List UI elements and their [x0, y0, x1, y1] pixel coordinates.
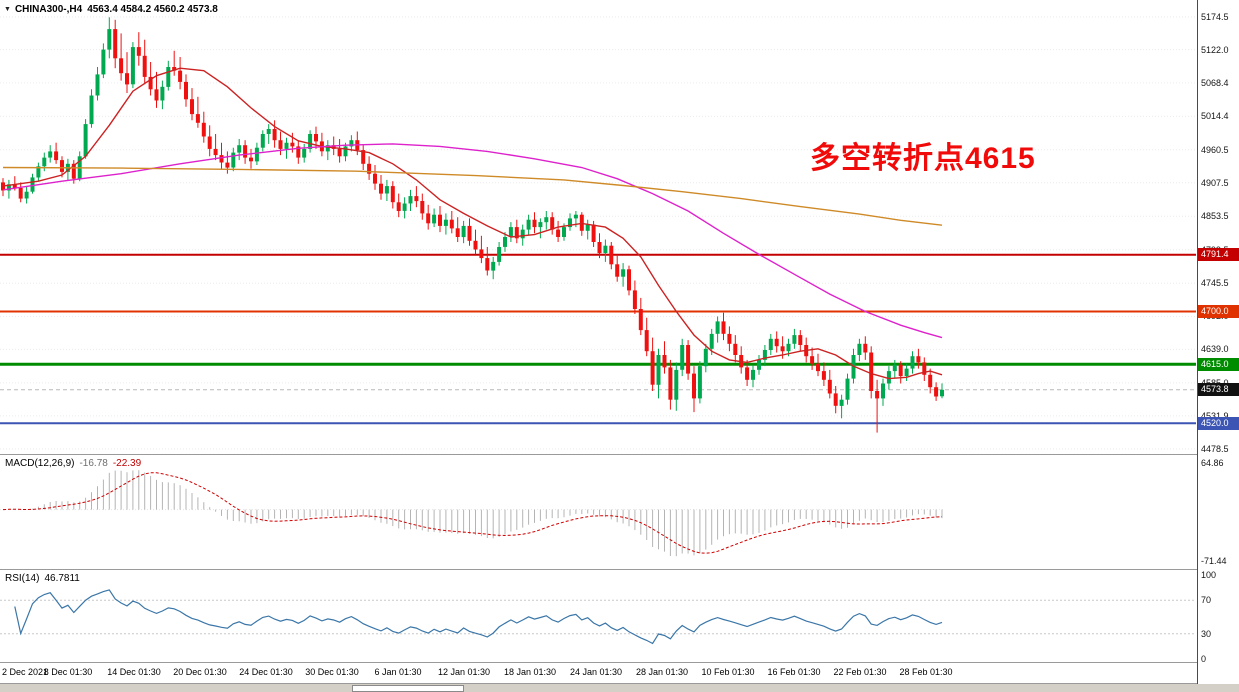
price-axis-tick: 5174.5 [1201, 12, 1229, 22]
time-axis-label: 24 Jan 01:30 [569, 667, 623, 677]
price-marker-tag: 4573.8 [1198, 383, 1239, 397]
time-axis: 2 Dec 2021 8 Dec 01:30 14 Dec 01:30 20 Dec … [0, 663, 1197, 683]
rsi-indicator-name: RSI(14) [5, 573, 40, 584]
time-axis-label: 28 Jan 01:30 [635, 667, 689, 677]
price-marker-tag: 4520.0 [1198, 416, 1239, 430]
collapse-arrow-icon[interactable]: ▼ [4, 6, 11, 13]
bottom-scrollbar[interactable] [0, 684, 1239, 692]
price-axis-tick: 4853.5 [1201, 211, 1229, 222]
macd-pane[interactable] [0, 455, 1197, 569]
price-chart-pane[interactable] [0, 0, 1197, 454]
price-axis-tick: 5014.4 [1201, 111, 1229, 122]
price-axis: 5174.5 5122.0 5068.4 5014.4 4960.5 4907.5 4853… [1197, 0, 1239, 684]
rsi-pane[interactable] [0, 570, 1197, 663]
time-axis-label: 16 Feb 01:30 [767, 667, 821, 677]
chart-ohlc-values: 4563.4 4584.2 4560.2 4573.8 [87, 4, 218, 15]
pane-separator[interactable] [0, 662, 1239, 663]
time-axis-label: 10 Feb 01:30 [701, 667, 755, 677]
time-axis-label: 22 Feb 01:30 [833, 667, 887, 677]
rsi-axis-tick: 30 [1201, 628, 1212, 639]
price-axis-tick: 4639.0 [1201, 344, 1229, 355]
time-axis-label: 14 Dec 01:30 [107, 667, 161, 677]
time-axis-label: 12 Jan 01:30 [437, 667, 491, 677]
chart-symbol-timeframe: CHINA300-,H4 [14, 4, 83, 15]
price-axis-tick: 5068.4 [1201, 77, 1229, 88]
macd-indicator-name: MACD(12,26,9) [5, 458, 75, 469]
time-axis-label: 8 Dec 01:30 [43, 667, 93, 677]
pane-separator [0, 683, 1239, 684]
time-axis-label: 6 Jan 01:30 [374, 667, 422, 677]
time-axis-label: 28 Feb 01:30 [899, 667, 953, 677]
rsi-axis-tick: 70 [1201, 595, 1212, 606]
time-axis-label: 20 Dec 01:30 [173, 667, 227, 677]
price-marker-tag: 4791.4 [1198, 248, 1239, 262]
pane-separator[interactable] [0, 454, 1239, 455]
rsi-value: 46.7811 [44, 573, 80, 584]
price-marker-tag: 4700.0 [1198, 305, 1239, 318]
time-axis-label: 2 Dec 2021 [2, 667, 49, 677]
price-axis-tick: 4531.9 [1201, 411, 1229, 421]
time-axis-label: 18 Jan 01:30 [503, 667, 557, 677]
price-axis-tick: 4907.5 [1201, 177, 1229, 188]
price-axis-tick: 4478.5 [1201, 444, 1229, 454]
macd-label: MACD(12,26,9) -16.78 -22.39 [5, 458, 146, 469]
pane-separator[interactable] [0, 569, 1239, 570]
scrollbar-thumb[interactable] [352, 685, 464, 692]
macd-axis-tick: 64.86 [1201, 458, 1224, 468]
macd-main-value: -16.78 [79, 458, 108, 469]
price-marker-tag: 4615.0 [1198, 357, 1239, 371]
price-axis-tick: 4585.0 [1201, 378, 1229, 388]
annotation-text: 多空转折点4615 [810, 142, 1036, 175]
chart-title: ▼ CHINA300-,H4 4563.4 4584.2 4560.2 4573.8 [4, 4, 223, 15]
macd-signal-value: -22.39 [112, 458, 142, 469]
time-axis-label: 24 Dec 01:30 [239, 667, 293, 677]
time-axis-label: 30 Dec 01:30 [305, 667, 359, 677]
macd-axis-tick: -71.44 [1201, 556, 1227, 566]
price-axis-tick: 4960.5 [1201, 144, 1229, 155]
price-axis-tick: 4745.5 [1201, 278, 1229, 289]
rsi-axis-tick: 100 [1201, 570, 1217, 580]
price-axis-tick: 5122.0 [1201, 44, 1229, 55]
rsi-label: RSI(14) 46.7811 [5, 573, 85, 584]
rsi-axis-tick: 0 [1201, 654, 1207, 664]
